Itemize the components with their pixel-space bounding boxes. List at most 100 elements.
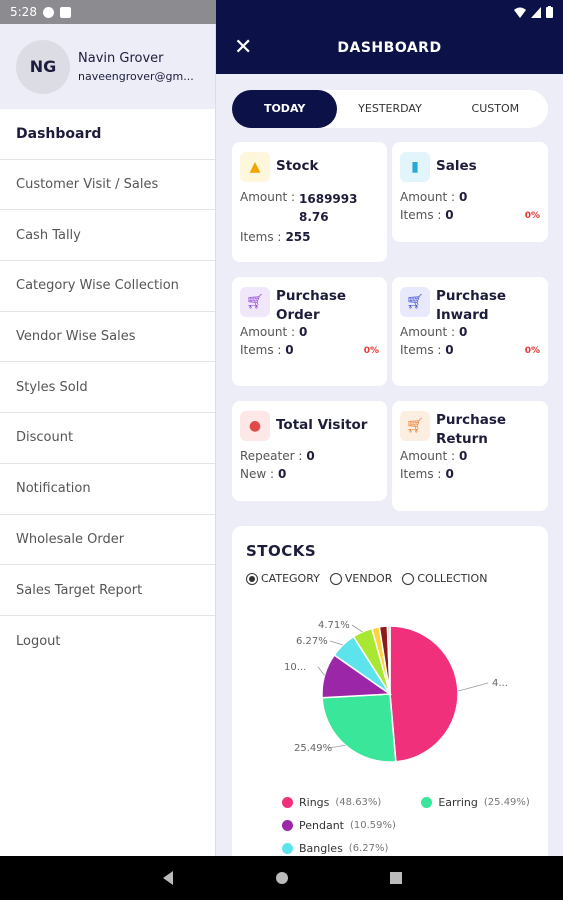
purchase-return-amount-label: Amount : <box>400 449 456 463</box>
cart-icon: 🛒︎ <box>240 287 270 317</box>
tab-today[interactable]: TODAY <box>232 90 338 128</box>
stocks-panel: STOCKS CATEGORY VENDOR COLLECTION 4... 25… <box>232 526 548 856</box>
purchase-inward-card[interactable]: 🛒︎ Purchase Inward Amount : 0 Items : 0 0… <box>392 277 548 386</box>
stocks-filter-group: CATEGORY VENDOR COLLECTION <box>246 572 534 585</box>
menu-item-logout[interactable]: Logout <box>16 633 61 649</box>
legend-name: Pendant <box>299 819 344 832</box>
purchase-return-title-1: Purchase <box>436 412 507 428</box>
purchase-order-items-label: Items : <box>240 343 282 357</box>
status-time: 5:28 <box>10 5 37 19</box>
filter-vendor-label: VENDOR <box>344 572 393 585</box>
page-title: DASHBOARD <box>337 40 442 56</box>
sales-items-label: Items : <box>400 208 442 222</box>
radio-unselected-icon <box>329 572 342 585</box>
pie-label-leader <box>317 666 325 676</box>
radio-selected-icon <box>246 572 258 585</box>
tab-custom[interactable]: CUSTOM <box>471 102 520 115</box>
tab-yesterday[interactable]: YESTERDAY <box>358 102 422 115</box>
filter-collection-radio[interactable]: COLLECTION <box>402 572 487 585</box>
purchase-order-title-1: Purchase <box>276 288 347 304</box>
menu-item-wholesale-order[interactable]: Wholesale Order <box>0 515 215 566</box>
user-email: naveengrover@gm... <box>78 69 194 83</box>
legend-swatch <box>282 797 293 808</box>
drawer-header: NG Navin Grover naveengrover@gm... <box>0 24 215 109</box>
menu-item-discount[interactable]: Discount <box>0 413 215 464</box>
recents-icon[interactable] <box>389 871 403 885</box>
menu-item-vendor-wise-sales[interactable]: Vendor Wise Sales <box>0 312 215 363</box>
total-visitor-card[interactable]: ● Total Visitor Repeater : 0 New : 0 <box>232 401 387 501</box>
legend-item-rings[interactable]: Rings (48.63%) <box>282 796 381 809</box>
legend-item-bangles[interactable]: Bangles (6.27%) <box>282 842 388 855</box>
menu-item-customer-visit-sales[interactable]: Customer Visit / Sales <box>0 160 215 211</box>
pie-label-leader <box>329 640 344 646</box>
avatar[interactable]: NG <box>16 39 70 94</box>
stock-title: Stock <box>276 158 319 174</box>
menu-item-dashboard[interactable]: Dashboard <box>0 109 215 160</box>
purchase-order-card[interactable]: 🛒︎ Purchase Order Amount : 0 Items : 0 0% <box>232 277 387 386</box>
new-visitor-label: New : <box>240 467 275 481</box>
sales-card[interactable]: ▮ Sales Amount : 0 Items : 0 0% <box>392 142 548 242</box>
purchase-inward-items-label: Items : <box>400 343 442 357</box>
legend-item-earring[interactable]: Earring (25.49%) <box>421 796 530 809</box>
purchase-return-amount-value: 0 <box>459 449 468 463</box>
stock-amount-label: Amount : <box>240 190 296 204</box>
people-icon: ● <box>240 411 270 441</box>
purchase-inward-items-value: 0 <box>445 343 454 357</box>
stock-card[interactable]: ▲ Stock Amount : 16899938.76 Items : 255 <box>232 142 387 262</box>
filter-vendor-radio[interactable]: VENDOR <box>329 572 393 585</box>
purchase-inward-title-2: Inward <box>436 307 489 323</box>
legend-percent: (48.63%) <box>335 797 382 808</box>
back-icon[interactable] <box>161 870 175 886</box>
legend-swatch <box>421 797 433 808</box>
filter-category-label: CATEGORY <box>261 572 320 585</box>
stock-items-label: Items : <box>240 230 282 244</box>
legend-item-pendant[interactable]: Pendant (10.59%) <box>282 819 396 832</box>
menu-item-styles-sold[interactable]: Styles Sold <box>0 362 215 414</box>
repeater-value: 0 <box>306 449 315 463</box>
legend-percent: (25.49%) <box>483 797 530 808</box>
stocks-pie-chart[interactable]: 4... 25.49% 10... 6.27% 4.71% <box>232 606 548 796</box>
system-nav-bar <box>0 856 563 900</box>
purchase-inward-title-1: Purchase <box>436 288 507 304</box>
menu-item-category-wise-collection[interactable]: Category Wise Collection <box>0 261 215 312</box>
status-bar: 5:28 <box>0 0 563 24</box>
close-drawer-button[interactable]: ✕ <box>234 35 253 60</box>
legend-percent: (10.59%) <box>350 820 396 831</box>
purchase-return-items-label: Items : <box>400 467 442 481</box>
cell-signal-icon <box>531 6 541 18</box>
purchase-order-amount-label: Amount : <box>240 325 296 339</box>
home-icon[interactable] <box>275 871 289 885</box>
pie-slice-other-7[interactable] <box>386 625 391 695</box>
sales-items-value: 0 <box>445 208 454 222</box>
menu-item-notification[interactable]: Notification <box>0 464 215 515</box>
sales-amount-label: Amount : <box>400 190 456 204</box>
pie-slice-earring[interactable] <box>321 693 397 763</box>
stock-items-value: 255 <box>285 230 311 244</box>
total-visitor-title: Total Visitor <box>276 417 368 433</box>
sd-card-icon <box>59 6 71 18</box>
purchase-order-items-value: 0 <box>285 343 294 357</box>
stocks-title: STOCKS <box>246 542 317 560</box>
date-range-tabs: TODAY YESTERDAY CUSTOM <box>232 90 548 128</box>
purchase-order-amount-value: 0 <box>299 325 308 339</box>
sync-icon <box>42 6 54 18</box>
purchase-inward-amount-value: 0 <box>459 325 468 339</box>
pie-slice-label: 6.27% <box>296 636 328 647</box>
legend-swatch <box>282 843 293 854</box>
purchase-return-card[interactable]: 🛒︎ Purchase Return Amount : 0 Items : 0 <box>392 401 548 511</box>
legend-name: Rings <box>299 796 330 809</box>
menu-item-sales-target-report[interactable]: Sales Target Report <box>0 565 215 616</box>
filter-category-radio[interactable]: CATEGORY <box>246 572 320 585</box>
radio-unselected-icon <box>402 572 415 585</box>
pie-slice-rings[interactable] <box>389 625 459 763</box>
bar-chart-icon: ▮ <box>400 152 430 182</box>
cart-inward-icon: 🛒︎ <box>400 287 430 317</box>
menu-item-cash-tally[interactable]: Cash Tally <box>0 210 215 262</box>
legend-name: Earring <box>438 796 478 809</box>
app-header: ✕ DASHBOARD <box>216 24 563 74</box>
navigation-drawer: NG Navin Grover naveengrover@gm... Dashb… <box>0 24 216 856</box>
pie-slice-label: 4... <box>492 678 508 689</box>
cart-return-icon: 🛒︎ <box>400 411 430 441</box>
purchase-inward-percent: 0% <box>524 346 540 356</box>
pie-label-leader <box>457 682 489 692</box>
